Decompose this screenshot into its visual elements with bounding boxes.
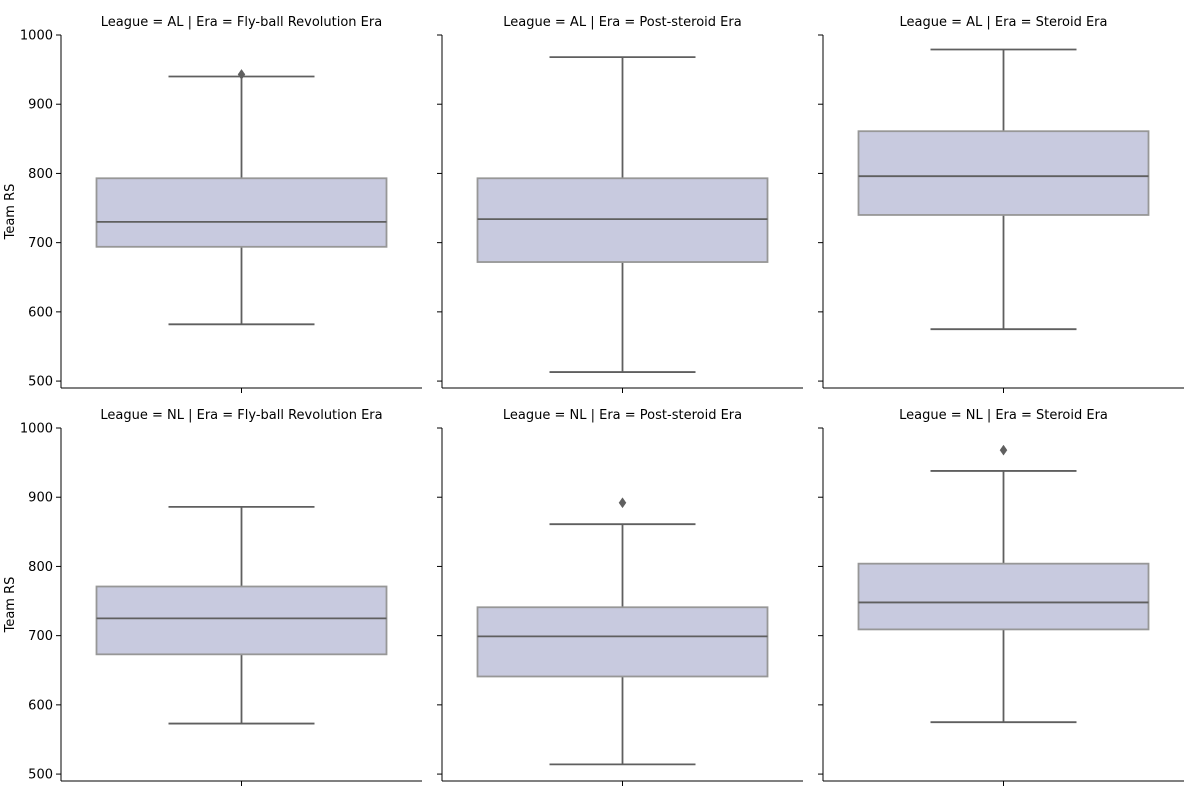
outlier-point: [999, 444, 1008, 456]
y-tick-label: 900: [28, 491, 53, 506]
iqr-box: [476, 177, 769, 263]
y-tick-label: 600: [28, 698, 53, 713]
outlier-point: [237, 69, 246, 80]
iqr-box: [857, 562, 1150, 631]
iqr-box: [95, 585, 388, 656]
iqr-box: [476, 606, 769, 678]
panel-title: League = NL | Era = Fly-ball Revolution …: [100, 408, 382, 423]
iqr-box: [857, 130, 1150, 216]
panel-title: League = NL | Era = Post-steroid Era: [503, 408, 742, 423]
y-tick-label: 900: [28, 98, 53, 113]
y-axis-label: Team RS: [3, 184, 18, 241]
y-tick-label: 700: [28, 629, 53, 644]
y-tick-label: 1000: [20, 29, 53, 44]
y-tick-label: 1000: [20, 422, 53, 437]
y-tick-label: 500: [28, 768, 53, 783]
iqr-box: [95, 177, 388, 248]
panel-title: League = AL | Era = Post-steroid Era: [503, 15, 741, 30]
y-tick-label: 700: [28, 236, 53, 251]
y-axis-label: Team RS: [3, 577, 18, 634]
panel-title: League = NL | Era = Steroid Era: [899, 408, 1108, 423]
panel-title: League = AL | Era = Fly-ball Revolution …: [101, 15, 382, 30]
panel-title: League = AL | Era = Steroid Era: [900, 15, 1108, 30]
y-tick-label: 600: [28, 305, 53, 320]
y-tick-label: 500: [28, 375, 53, 390]
y-tick-label: 800: [28, 560, 53, 575]
outlier-point: [618, 497, 627, 509]
y-tick-label: 800: [28, 167, 53, 182]
